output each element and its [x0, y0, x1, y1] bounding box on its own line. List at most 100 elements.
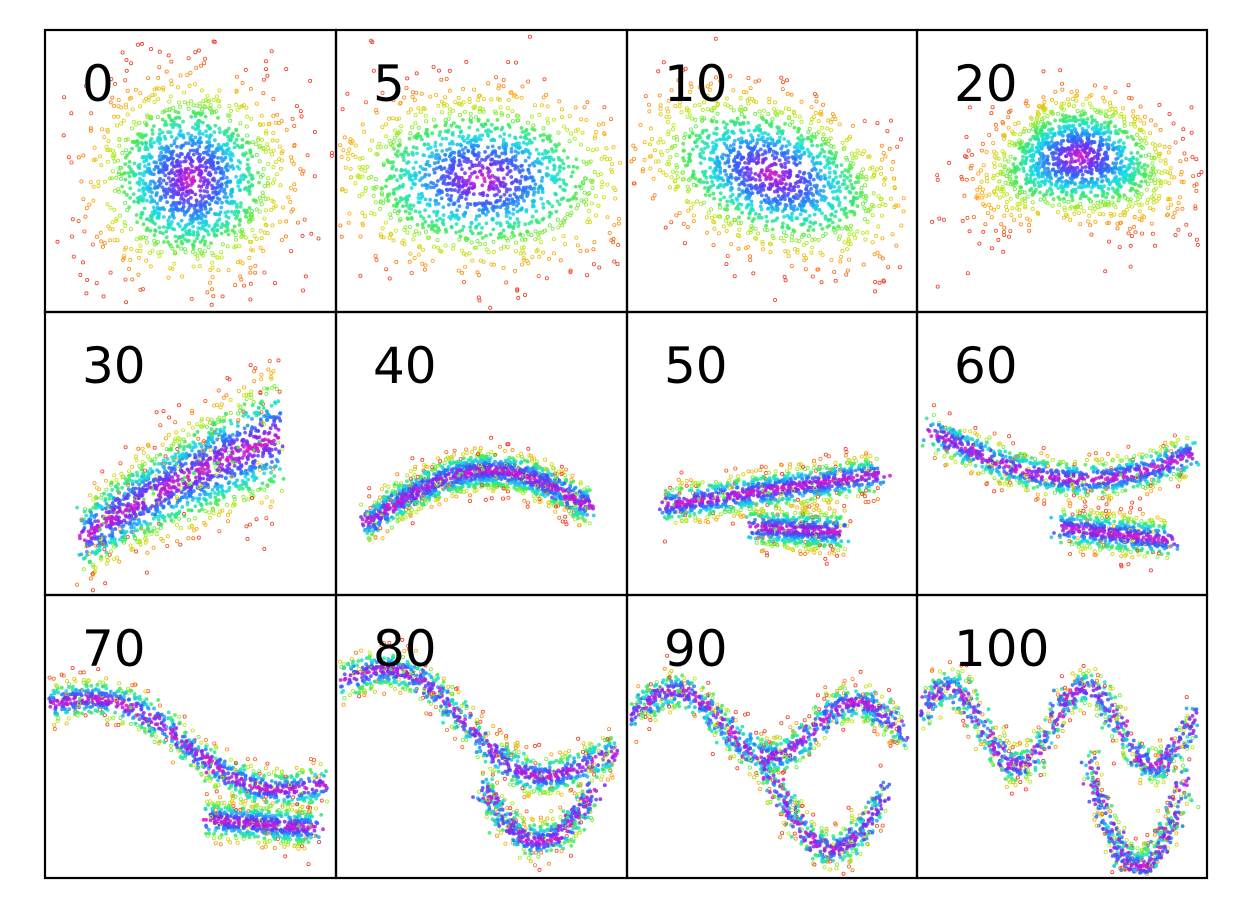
scatter-point	[457, 134, 462, 139]
scatter-point	[177, 172, 182, 177]
scatter-point	[271, 164, 276, 169]
scatter-point	[514, 204, 519, 208]
scatter-point	[137, 182, 142, 187]
scatter-point	[223, 165, 228, 170]
scatter-point	[528, 175, 533, 180]
scatter-point	[123, 148, 128, 153]
scatter-point	[113, 188, 118, 193]
scatter-point	[716, 231, 721, 236]
scatter-point	[602, 105, 607, 110]
scatter-point	[897, 265, 902, 270]
scatter-point	[530, 255, 535, 260]
scatter-point	[456, 95, 461, 100]
scatter-point	[236, 210, 241, 214]
scatter-point	[798, 161, 802, 165]
scatter-point	[223, 155, 228, 160]
scatter-point	[384, 184, 388, 189]
scatter-point	[814, 161, 819, 166]
scatter-point	[445, 148, 449, 152]
scatter-point	[217, 104, 222, 109]
scatter-point	[468, 202, 473, 207]
scatter-point	[369, 211, 374, 216]
scatter-point	[807, 126, 812, 131]
scatter-point	[832, 225, 836, 230]
scatter-point	[135, 143, 139, 148]
scatter-point	[845, 268, 850, 273]
scatter-point	[749, 208, 753, 212]
scatter-point	[467, 125, 472, 130]
scatter-point	[132, 161, 137, 166]
scatter-point	[163, 137, 168, 141]
scatter-point	[590, 185, 595, 190]
scatter-point	[631, 143, 636, 148]
scatter-point	[138, 194, 143, 199]
scatter-point	[657, 168, 662, 173]
scatter-point	[857, 151, 862, 156]
scatter-point	[216, 142, 221, 147]
scatter-point	[559, 115, 564, 120]
scatter-point	[198, 179, 203, 183]
scatter-point	[820, 234, 825, 239]
scatter-point	[670, 169, 675, 174]
scatter-point	[475, 144, 480, 148]
scatter-point	[257, 195, 262, 200]
scatter-point	[783, 161, 787, 166]
scatter-point	[850, 186, 855, 191]
scatter-point	[613, 187, 618, 192]
scatter-point	[533, 103, 538, 108]
scatter-point	[113, 81, 118, 86]
scatter-point	[803, 177, 807, 182]
scatter-point	[783, 122, 787, 126]
scatter-point	[90, 242, 95, 247]
scatter-point	[535, 220, 539, 224]
scatter-point	[574, 191, 578, 196]
scatter-point	[1153, 146, 1158, 151]
scatter-point	[461, 224, 466, 229]
scatter-point	[211, 176, 216, 181]
scatter-point	[1107, 239, 1112, 244]
scatter-point	[207, 224, 211, 228]
scatter-point	[798, 212, 803, 217]
scatter-point	[239, 277, 244, 282]
scatter-point	[153, 222, 158, 226]
scatter-point	[495, 118, 500, 122]
scatter-point	[818, 188, 823, 193]
scatter-point	[1018, 213, 1023, 218]
scatter-point	[191, 233, 196, 237]
scatter-point	[746, 145, 751, 150]
scatter-point	[781, 221, 785, 226]
scatter-point	[779, 146, 784, 151]
scatter-point	[861, 262, 866, 267]
scatter-point	[511, 212, 515, 216]
scatter-point	[140, 135, 145, 140]
scatter-point	[414, 146, 419, 151]
scatter-point	[474, 115, 479, 120]
scatter-point	[440, 149, 445, 153]
scatter-point	[734, 177, 739, 182]
scatter-point	[790, 211, 794, 216]
scatter-point	[480, 203, 485, 208]
scatter-point	[1051, 167, 1056, 172]
scatter-point	[691, 169, 696, 174]
scatter-point	[411, 166, 416, 171]
scatter-point	[1030, 200, 1035, 205]
scatter-point	[491, 204, 496, 209]
scatter-point	[405, 230, 410, 235]
scatter-point	[481, 97, 486, 102]
scatter-point	[810, 117, 815, 122]
scatter-point	[807, 214, 812, 218]
scatter-point	[573, 105, 578, 110]
scatter-point	[457, 125, 462, 130]
scatter-point	[749, 199, 754, 204]
scatter-point	[256, 170, 260, 175]
scatter-point	[613, 196, 618, 201]
scatter-point	[838, 218, 842, 223]
scatter-point	[770, 183, 775, 188]
scatter-point	[998, 163, 1003, 168]
scatter-point	[785, 193, 790, 198]
scatter-point	[123, 137, 128, 142]
scatter-point	[146, 76, 151, 81]
scatter-point	[195, 208, 200, 213]
scatter-point	[87, 202, 92, 207]
scatter-point	[375, 145, 380, 150]
